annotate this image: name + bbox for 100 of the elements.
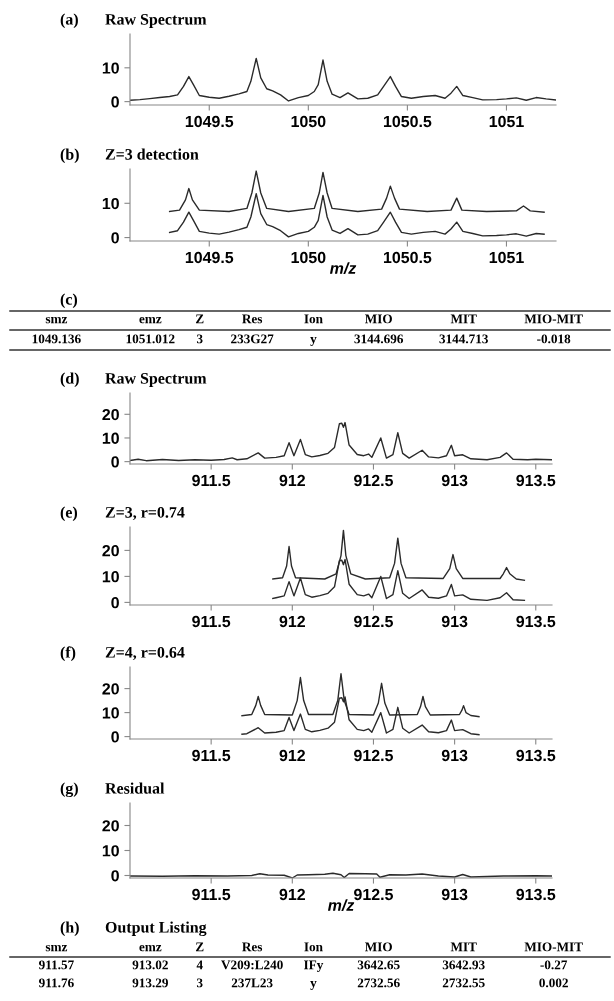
x-tick-label: 1050 (291, 115, 326, 128)
text: Res (242, 942, 263, 952)
text: 1049.136 (32, 334, 81, 344)
text: MIO-MIT (524, 942, 583, 952)
y-tick-label: 10 (102, 197, 119, 210)
text: 233G27 (231, 334, 274, 344)
text: Z (195, 942, 204, 952)
y-tick-label: 10 (102, 571, 119, 583)
text: 3 (196, 334, 203, 344)
x-tick-label: 912 (279, 615, 305, 628)
y-tick-label: 10 (102, 432, 119, 444)
chart-title: (f) (60, 646, 76, 661)
chart-subtitle: Raw Spectrum (105, 373, 207, 387)
x-tick-label: 1051 (489, 251, 524, 264)
x-tick-label: 913.5 (516, 474, 556, 487)
chart-subtitle: Z=3 detection (105, 148, 199, 160)
chart-subtitle: Raw Spectrum (105, 14, 207, 28)
chart-title: (a) (60, 13, 78, 28)
y-tick-label: 0 (111, 232, 119, 244)
x-tick-label: 913 (441, 474, 468, 487)
y-tick-label: 0 (111, 870, 119, 882)
text: Res (242, 314, 263, 324)
text: V209:L240 (221, 960, 283, 970)
chart-subtitle: Z=3, r=0.74 (105, 506, 185, 521)
y-tick-label: 0 (111, 597, 119, 609)
text: IFy (303, 960, 324, 972)
text: 4 (196, 960, 203, 970)
text: MIO-MIT (524, 314, 583, 324)
x-tick-label: 912 (279, 888, 305, 901)
text: y (310, 337, 317, 346)
x-tick-label: 912.5 (354, 615, 393, 628)
text: 1051.012 (126, 334, 175, 344)
text: 3642.65 (357, 960, 400, 970)
text: Ion (304, 314, 323, 324)
y-tick-label: 20 (102, 683, 119, 695)
text: 2732.56 (357, 978, 400, 988)
y-tick-label: 10 (102, 845, 119, 857)
line-series (130, 57, 556, 102)
text: (c) (60, 293, 78, 308)
x-tick-label: 913 (441, 749, 468, 762)
text: -0.27 (540, 960, 568, 970)
text: 0.002 (539, 978, 568, 988)
x-axis-title: m/z (327, 899, 355, 912)
chart-title: (e) (60, 506, 78, 521)
text: MIO (364, 942, 392, 952)
text: Ion (304, 942, 323, 952)
line-series (168, 170, 545, 213)
x-tick-label: 1050.5 (383, 251, 432, 264)
x-tick-label: 912.5 (354, 749, 393, 762)
x-tick-label: 911.5 (192, 615, 231, 628)
x-tick-label: 912 (279, 474, 305, 487)
chart-title: (b) (60, 148, 79, 163)
text: 3144.713 (439, 334, 488, 344)
x-tick-label: 913.5 (516, 615, 556, 628)
text: smz (45, 944, 68, 952)
y-tick-label: 0 (111, 456, 119, 468)
y-tick-label: 0 (111, 96, 119, 108)
text: 3642.93 (442, 960, 485, 970)
x-tick-label: 1049.5 (185, 251, 234, 264)
text: 3 (196, 978, 203, 988)
x-tick-label: 1049.5 (185, 115, 234, 128)
text: MIT (450, 942, 477, 952)
x-tick-label: 912.5 (354, 888, 393, 901)
chart-title: (g) (60, 782, 78, 797)
x-tick-label: 913.5 (516, 888, 556, 901)
text: Z (195, 314, 204, 324)
x-tick-label: 1050.5 (383, 115, 432, 128)
y-tick-label: 20 (102, 545, 119, 557)
x-tick-label: 1050 (291, 251, 326, 264)
x-tick-label: 913 (441, 615, 468, 628)
text: emz (139, 944, 162, 952)
text: 913.02 (132, 960, 168, 970)
x-axis-title: m/z (329, 262, 357, 275)
chart-title: (d) (60, 372, 79, 387)
x-tick-label: 911.5 (192, 474, 231, 487)
x-tick-label: 913.5 (516, 749, 556, 762)
text: -0.018 (537, 334, 571, 344)
text: 911.76 (38, 978, 74, 988)
y-tick-label: 20 (102, 820, 119, 832)
chart-subtitle: Z=4, r=0.64 (105, 646, 185, 661)
x-tick-label: 911.5 (192, 749, 231, 762)
text: 913.29 (132, 978, 168, 988)
y-tick-label: 20 (102, 408, 119, 421)
y-tick-label: 10 (102, 707, 119, 719)
text: emz (139, 316, 162, 324)
x-tick-label: 1051 (489, 115, 524, 128)
y-tick-label: 0 (111, 731, 119, 743)
text: smz (45, 316, 68, 324)
x-tick-label: 912 (279, 749, 305, 762)
text: 2732.55 (442, 978, 485, 988)
text: (h) (60, 921, 79, 936)
text: 237L23 (231, 978, 273, 988)
text: y (310, 981, 317, 990)
text: Output Listing (105, 921, 207, 936)
chart-subtitle: Residual (105, 782, 165, 794)
text: MIO (364, 314, 392, 324)
text: 3144.696 (354, 334, 404, 344)
line-series (168, 192, 545, 238)
x-tick-label: 911.5 (192, 888, 231, 901)
y-tick-label: 10 (102, 62, 119, 74)
